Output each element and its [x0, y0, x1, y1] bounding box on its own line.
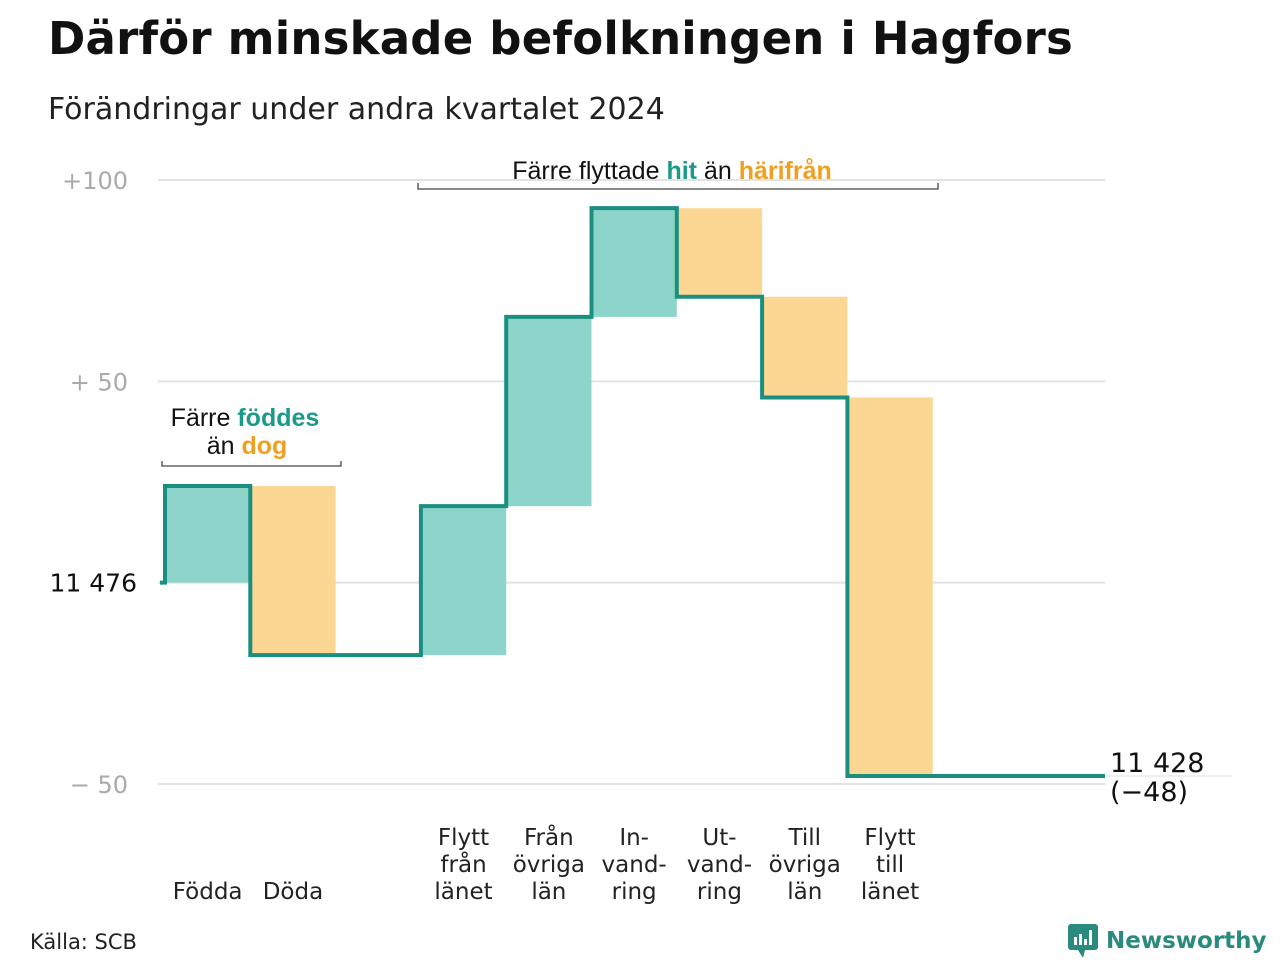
- category-label: länet: [434, 879, 492, 905]
- step-line: [160, 206, 1105, 778]
- births-annotation-prefix: Färre: [171, 404, 238, 432]
- category-label: Till: [787, 825, 821, 851]
- category-label: Ut-: [702, 825, 736, 851]
- bar-decrease-6: [676, 208, 763, 297]
- category-label: ring: [697, 879, 742, 905]
- category-label: vand-: [687, 852, 752, 878]
- category-label: från: [440, 850, 486, 878]
- bar-increase-3: [420, 506, 507, 656]
- migration-annotation-har: härifrån: [739, 157, 832, 185]
- bars: [165, 208, 933, 776]
- category-label: Födda: [173, 879, 243, 905]
- category-label: ring: [612, 879, 657, 905]
- bar-increase-0: [165, 486, 251, 583]
- y-axis-ticks: +100 + 50 11 476 − 50: [50, 167, 137, 799]
- category-label: In-: [619, 825, 649, 851]
- chart-subtitle: Förändringar under andra kvartalet 2024: [48, 92, 665, 127]
- migration-annotation: Färre flyttade hit än härifrån: [417, 157, 939, 190]
- chart-title: Därför minskade befolkningen i Hagfors: [48, 12, 1073, 65]
- bar-decrease-8: [847, 397, 933, 776]
- births-annotation-prefix-2: än: [207, 432, 242, 460]
- newsworthy-logo-icon: [1068, 924, 1098, 958]
- category-label: Flytt: [864, 825, 915, 851]
- end-change-label: (−48): [1110, 777, 1188, 808]
- y-tick-label: +100: [62, 167, 128, 195]
- category-label: län: [787, 879, 822, 905]
- bar-decrease-1: [250, 486, 336, 656]
- brand-name: Newsworthy: [1106, 928, 1267, 954]
- category-label: vand-: [602, 852, 667, 878]
- category-label: Flytt: [438, 825, 489, 851]
- births-annotation-highlight: föddes: [237, 404, 319, 432]
- category-label: till: [876, 852, 904, 878]
- migration-annotation-mid: än: [697, 157, 739, 185]
- category-label: övriga: [769, 852, 841, 878]
- y-tick-label: + 50: [70, 368, 128, 396]
- category-label: länet: [861, 879, 919, 905]
- bar-decrease-7: [762, 296, 848, 398]
- y-tick-label-base: 11 476: [50, 569, 137, 598]
- migration-annotation-hit: hit: [666, 157, 697, 185]
- step-line-group: [160, 206, 1105, 778]
- svg-text:Färre föddes: Färre föddes: [171, 404, 320, 432]
- births-bracket: [161, 461, 342, 467]
- source-note: Källa: SCB: [30, 930, 137, 954]
- bar-increase-4: [506, 316, 592, 507]
- births-annotation: Färre föddes än dog: [161, 404, 342, 467]
- end-value-label: 11 428: [1110, 748, 1204, 779]
- migration-bracket: [417, 183, 939, 190]
- category-label: län: [531, 879, 566, 905]
- category-label: Från: [524, 823, 574, 851]
- brand-logo: Newsworthy: [1068, 924, 1267, 958]
- bar-increase-5: [591, 208, 677, 317]
- gridlines: [158, 179, 1232, 785]
- category-labels: Födda DödaFlyttfrånlänetFrånövrigalänIn-v…: [173, 823, 919, 905]
- births-annotation-highlight-2: dog: [241, 432, 287, 460]
- svg-text:Färre flyttade hit än härifrån: Färre flyttade hit än härifrån: [512, 157, 832, 185]
- svg-text:än dog: än dog: [207, 432, 288, 460]
- migration-annotation-prefix: Färre flyttade: [512, 157, 666, 185]
- y-tick-label: − 50: [70, 771, 128, 799]
- category-label: övriga: [513, 852, 585, 878]
- category-label: Döda: [263, 879, 323, 905]
